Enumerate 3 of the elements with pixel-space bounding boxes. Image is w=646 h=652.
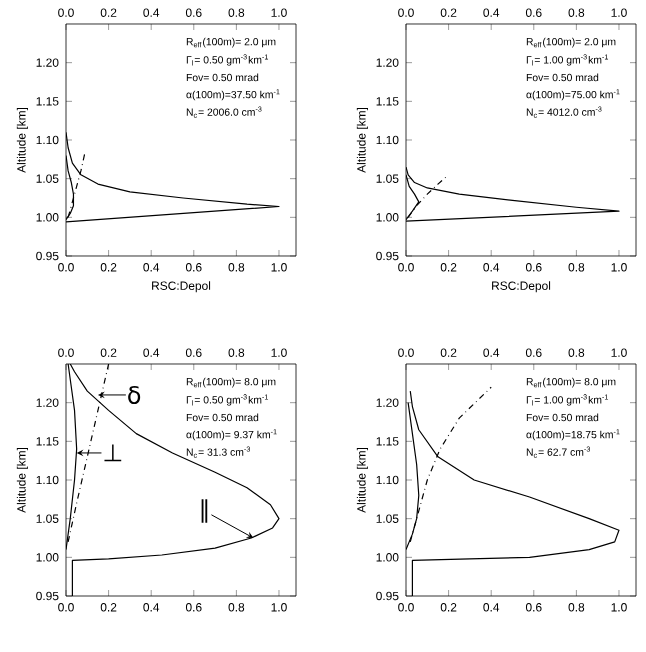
annotation: ⊥ [104, 444, 122, 462]
annotation: δ [128, 385, 141, 404]
annotation: ∥ [201, 499, 208, 523]
